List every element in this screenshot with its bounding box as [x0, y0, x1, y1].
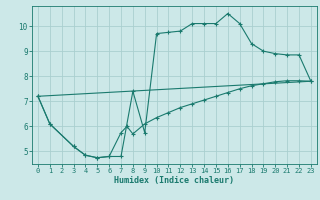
X-axis label: Humidex (Indice chaleur): Humidex (Indice chaleur) — [115, 176, 234, 185]
